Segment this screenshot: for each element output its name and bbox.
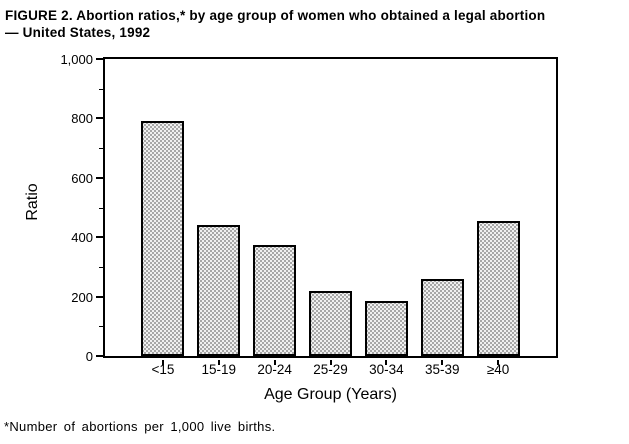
bar [476, 220, 520, 356]
x-tick [273, 360, 276, 365]
figure-title-line2: — United States, 1992 [5, 25, 151, 40]
y-major-tick [96, 295, 103, 298]
x-tick-label: 20-24 [257, 362, 292, 377]
x-tick-label: ≥40 [486, 362, 510, 377]
y-minor-tick [99, 207, 103, 209]
x-tick-label: <15 [151, 362, 175, 377]
y-tick-label: 400 [71, 230, 93, 246]
bar [309, 290, 352, 356]
bar [141, 121, 185, 356]
x-tick-label: 35-39 [424, 362, 460, 377]
y-tick-label: 0 [85, 349, 93, 364]
bar [364, 301, 408, 356]
y-tick-label: 1,000 [60, 52, 93, 67]
y-major-tick [96, 58, 103, 60]
y-minor-tick [99, 266, 103, 268]
x-tick [441, 360, 444, 365]
y-major-tick [96, 355, 103, 357]
y-tick-label: 600 [71, 170, 93, 186]
x-tick [329, 360, 332, 365]
x-tick [217, 360, 220, 365]
y-axis-title: Ratio [24, 183, 41, 221]
y-minor-tick [99, 148, 103, 150]
bar [197, 225, 241, 356]
x-tick-label: 25-29 [313, 362, 348, 377]
x-tick-label: 15-19 [201, 362, 237, 377]
x-tick [385, 360, 388, 365]
x-axis-title: Age Group (Years) [264, 386, 397, 403]
bar [420, 278, 464, 356]
y-tick-label: 800 [71, 111, 93, 127]
x-tick [161, 360, 164, 365]
x-tick [497, 360, 500, 365]
y-major-tick [96, 176, 103, 179]
y-minor-tick [99, 88, 103, 90]
bar [253, 244, 297, 356]
x-tick-label: 30-34 [369, 362, 404, 377]
plot-area: 0 200 400 600 800 1,000 [60, 52, 558, 365]
footnote: *Number of abortions per 1,000 live birt… [4, 419, 276, 434]
figure-title: FIGURE 2. Abortion ratios,* by age group… [5, 7, 625, 41]
figure-title-line1: FIGURE 2. Abortion ratios,* by age group… [5, 8, 546, 23]
y-minor-tick [99, 326, 103, 328]
y-major-tick [96, 236, 103, 239]
y-major-tick [96, 117, 103, 120]
y-tick-label: 200 [71, 289, 93, 305]
